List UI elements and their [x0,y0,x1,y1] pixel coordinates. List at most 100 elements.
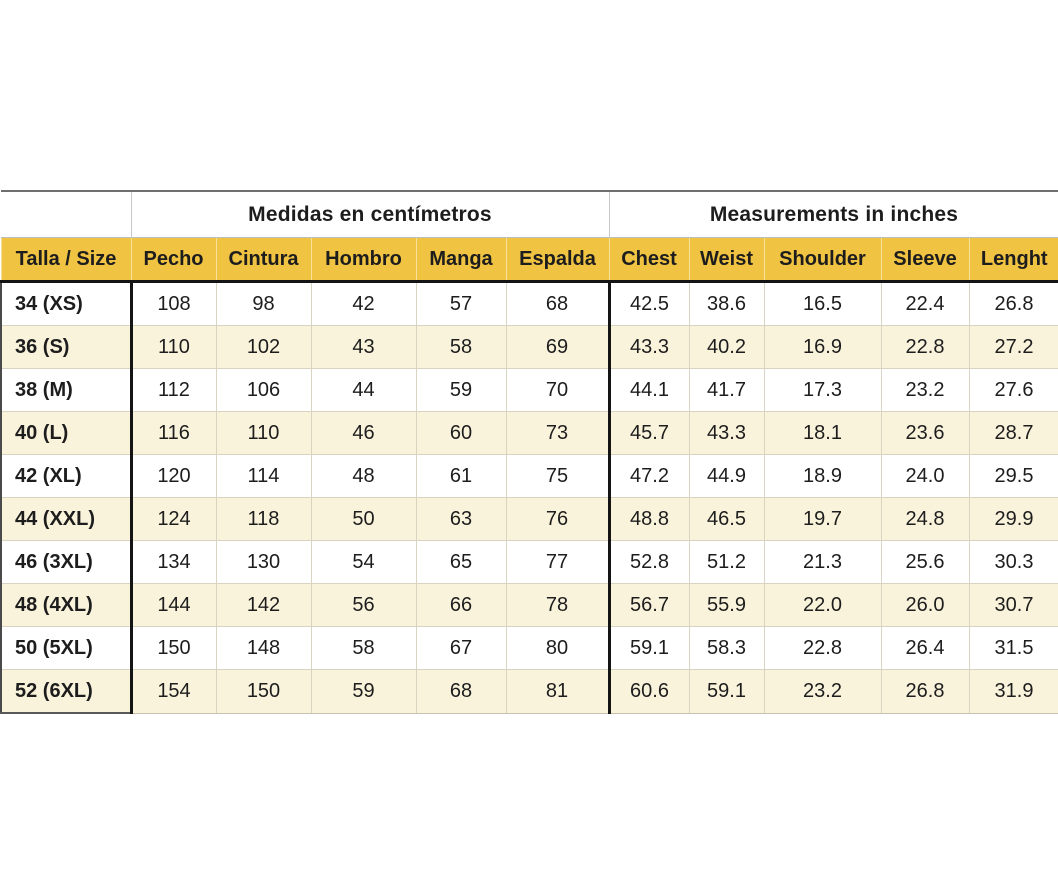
in-value-cell: 31.9 [968,669,1058,714]
cm-value-cell: 102 [215,325,311,369]
in-value-cell: 38.6 [688,281,764,326]
size-cell: 50 (5XL) [0,626,131,670]
cm-value-cell: 108 [129,281,216,326]
in-value-cell: 43.3 [688,411,764,455]
in-value-cell: 26.4 [880,626,969,670]
in-value-cell: 23.2 [880,368,969,412]
table-row: 38 (M) 112 106 44 59 70 44.1 41.7 17.3 23.2 27.6 [0,368,1058,412]
cm-value-cell: 120 [129,454,216,498]
table-row: 42 (XL) 120 114 48 61 75 47.2 44.9 18.9 24.0 29.5 [0,454,1058,498]
in-value-cell: 31.5 [968,626,1058,670]
cm-value-cell: 110 [215,411,311,455]
cm-value-cell: 68 [505,281,609,326]
cm-value-cell: 69 [505,325,609,369]
size-chart-table: Medidas en centímetros Measurements in i… [0,190,1058,714]
cm-value-cell: 154 [129,669,216,714]
in-value-cell: 22.8 [763,626,881,670]
cm-value-cell: 46 [310,411,416,455]
table-row: 50 (5XL) 150 148 58 67 80 59.1 58.3 22.8 26.4 31.5 [0,626,1058,670]
cm-value-cell: 70 [505,368,609,412]
size-cell: 44 (XXL) [0,497,131,541]
column-header-espalda: Espalda [505,237,609,283]
in-value-cell: 46.5 [688,497,764,541]
in-value-cell: 16.9 [763,325,881,369]
column-header-sleeve: Sleeve [880,237,969,283]
cm-value-cell: 58 [415,325,506,369]
cm-value-cell: 63 [415,497,506,541]
cm-value-cell: 59 [415,368,506,412]
in-value-cell: 16.5 [763,281,881,326]
in-value-cell: 48.8 [607,497,689,541]
in-value-cell: 22.4 [880,281,969,326]
in-value-cell: 23.2 [763,669,881,714]
in-value-cell: 44.9 [688,454,764,498]
column-header-lenght: Lenght [968,237,1058,283]
cm-value-cell: 81 [505,669,609,714]
in-value-cell: 52.8 [607,540,689,584]
cm-value-cell: 130 [215,540,311,584]
cm-value-cell: 114 [215,454,311,498]
column-header-pecho: Pecho [130,237,216,283]
cm-value-cell: 56 [310,583,416,627]
in-value-cell: 30.7 [968,583,1058,627]
size-cell: 46 (3XL) [0,540,131,584]
column-header-manga: Manga [415,237,506,283]
in-value-cell: 18.1 [763,411,881,455]
cm-value-cell: 80 [505,626,609,670]
cm-value-cell: 68 [415,669,506,714]
cm-value-cell: 78 [505,583,609,627]
in-value-cell: 56.7 [607,583,689,627]
table-row: 46 (3XL) 134 130 54 65 77 52.8 51.2 21.3 25.6 30.3 [0,540,1058,584]
table-body: 34 (XS) 108 98 42 57 68 42.5 38.6 16.5 22.4 26.8 36… [0,281,1058,714]
cm-value-cell: 150 [215,669,311,714]
cm-value-cell: 98 [215,281,311,326]
in-value-cell: 60.6 [607,669,689,714]
in-value-cell: 40.2 [688,325,764,369]
in-group-title: Measurements in inches [609,190,1058,238]
in-value-cell: 29.5 [968,454,1058,498]
in-value-cell: 41.7 [688,368,764,412]
cm-value-cell: 144 [129,583,216,627]
cm-value-cell: 58 [310,626,416,670]
cm-value-cell: 54 [310,540,416,584]
size-cell: 48 (4XL) [0,583,131,627]
size-cell: 34 (XS) [0,281,131,326]
corner-blank-cell [1,190,132,238]
cm-group-title: Medidas en centímetros [131,190,610,238]
cm-value-cell: 66 [415,583,506,627]
cm-value-cell: 110 [129,325,216,369]
in-value-cell: 45.7 [607,411,689,455]
size-cell: 36 (S) [0,325,131,369]
in-value-cell: 24.8 [880,497,969,541]
in-value-cell: 21.3 [763,540,881,584]
cm-value-cell: 124 [129,497,216,541]
cm-value-cell: 59 [310,669,416,714]
size-cell: 38 (M) [0,368,131,412]
in-value-cell: 27.6 [968,368,1058,412]
cm-value-cell: 150 [129,626,216,670]
in-value-cell: 51.2 [688,540,764,584]
column-header-row: Talla / Size Pecho Cintura Hombro Manga … [0,237,1058,283]
in-value-cell: 43.3 [607,325,689,369]
in-value-cell: 22.8 [880,325,969,369]
cm-value-cell: 57 [415,281,506,326]
cm-value-cell: 134 [129,540,216,584]
size-cell: 40 (L) [0,411,131,455]
in-value-cell: 28.7 [968,411,1058,455]
in-value-cell: 27.2 [968,325,1058,369]
cm-value-cell: 60 [415,411,506,455]
in-value-cell: 17.3 [763,368,881,412]
cm-value-cell: 73 [505,411,609,455]
cm-value-cell: 67 [415,626,506,670]
in-value-cell: 42.5 [607,281,689,326]
size-cell: 52 (6XL) [0,669,131,714]
cm-value-cell: 42 [310,281,416,326]
in-value-cell: 59.1 [688,669,764,714]
cm-value-cell: 76 [505,497,609,541]
in-value-cell: 26.8 [880,669,969,714]
in-value-cell: 26.0 [880,583,969,627]
column-header-weist: Weist [688,237,764,283]
table-row: 40 (L) 116 110 46 60 73 45.7 43.3 18.1 23.6 28.7 [0,411,1058,455]
cm-value-cell: 142 [215,583,311,627]
